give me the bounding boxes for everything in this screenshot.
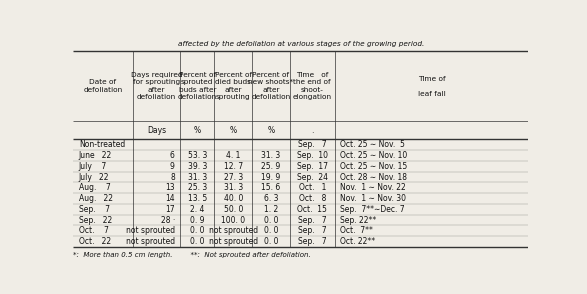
Text: Sep.   22: Sep. 22 (79, 216, 112, 225)
Text: not sprouted: not sprouted (126, 226, 175, 235)
Text: .: . (311, 126, 313, 135)
Text: not sprouted: not sprouted (209, 226, 258, 235)
Text: 15. 6: 15. 6 (261, 183, 281, 192)
Text: 31. 3: 31. 3 (224, 183, 243, 192)
Text: 100. 0: 100. 0 (221, 216, 245, 225)
Text: Sep.  24: Sep. 24 (296, 173, 328, 182)
Text: 9: 9 (170, 162, 175, 171)
Text: Sep.  17: Sep. 17 (296, 162, 328, 171)
Text: 28 ·: 28 · (161, 216, 175, 225)
Text: July    7: July 7 (79, 162, 107, 171)
Text: 0. 9: 0. 9 (190, 216, 205, 225)
Text: %: % (268, 126, 275, 135)
Text: 0. 0: 0. 0 (190, 226, 205, 235)
Text: Oct. 25 ∼ Nov.  5: Oct. 25 ∼ Nov. 5 (340, 140, 405, 149)
Text: Nov.  1 ∼ Nov. 22: Nov. 1 ∼ Nov. 22 (340, 183, 406, 192)
Text: Percent of
sprouted
buds after
defoliation: Percent of sprouted buds after defoliati… (178, 72, 217, 101)
Text: 31. 3: 31. 3 (261, 151, 281, 160)
Text: Days: Days (147, 126, 166, 135)
Text: 0. 0: 0. 0 (264, 226, 278, 235)
Text: Sep. 22**: Sep. 22** (340, 216, 376, 225)
Text: 39. 3: 39. 3 (188, 162, 207, 171)
Text: Sep.   7: Sep. 7 (298, 140, 326, 149)
Text: Sep.    7: Sep. 7 (79, 205, 110, 214)
Text: %: % (230, 126, 237, 135)
Text: Oct.  15: Oct. 15 (297, 205, 327, 214)
Text: 40. 0: 40. 0 (224, 194, 243, 203)
Text: 0. 0: 0. 0 (264, 216, 278, 225)
Text: 17: 17 (165, 205, 175, 214)
Text: 6. 3: 6. 3 (264, 194, 278, 203)
Text: 25. 9: 25. 9 (261, 162, 281, 171)
Text: 25. 3: 25. 3 (188, 183, 207, 192)
Text: affected by the defoliation at various stages of the growing period.: affected by the defoliation at various s… (178, 41, 424, 47)
Text: 2. 4: 2. 4 (190, 205, 204, 214)
Text: Time   of
the end of
shoot-
elongation: Time of the end of shoot- elongation (293, 72, 332, 101)
Text: Aug.    7: Aug. 7 (79, 183, 110, 192)
Text: Oct. 22**: Oct. 22** (340, 237, 375, 246)
Text: Sep.  10: Sep. 10 (296, 151, 328, 160)
Text: 50. 0: 50. 0 (224, 205, 243, 214)
Text: 4. 1: 4. 1 (226, 151, 241, 160)
Text: 19. 9: 19. 9 (261, 173, 281, 182)
Text: 13. 5: 13. 5 (188, 194, 207, 203)
Text: Non-treated: Non-treated (79, 140, 125, 149)
Text: 13: 13 (165, 183, 175, 192)
Text: %: % (194, 126, 201, 135)
Text: 1. 2: 1. 2 (264, 205, 278, 214)
Text: 12. 7: 12. 7 (224, 162, 243, 171)
Text: Oct.    7: Oct. 7 (79, 226, 109, 235)
Text: Days required
for sprouting
after
defoliation: Days required for sprouting after defoli… (131, 72, 182, 101)
Text: 8: 8 (170, 173, 175, 182)
Text: Oct. 25 ∼ Nov. 10: Oct. 25 ∼ Nov. 10 (340, 151, 407, 160)
Text: Oct.   8: Oct. 8 (299, 194, 326, 203)
Text: not sprouted: not sprouted (126, 237, 175, 246)
Text: Nov.  1 ∼ Nov. 30: Nov. 1 ∼ Nov. 30 (340, 194, 406, 203)
Text: Percent of
new shoots*
after
defoliation: Percent of new shoots* after defoliation (248, 72, 294, 101)
Text: Oct.  7**: Oct. 7** (340, 226, 373, 235)
Text: 53. 3: 53. 3 (188, 151, 207, 160)
Text: 27. 3: 27. 3 (224, 173, 243, 182)
Text: Sep.   7: Sep. 7 (298, 237, 326, 246)
Text: 0. 0: 0. 0 (190, 237, 205, 246)
Text: *:  More than 0.5 cm length.        **:  Not sprouted after defoliation.: *: More than 0.5 cm length. **: Not spro… (73, 252, 311, 258)
Text: not sprouted: not sprouted (209, 237, 258, 246)
Text: Aug.   22: Aug. 22 (79, 194, 113, 203)
Text: Oct.   22: Oct. 22 (79, 237, 111, 246)
Text: June   22: June 22 (79, 151, 112, 160)
Text: 14: 14 (165, 194, 175, 203)
Text: Oct. 28 ∼ Nov. 18: Oct. 28 ∼ Nov. 18 (340, 173, 407, 182)
Text: Sep.   7: Sep. 7 (298, 216, 326, 225)
Text: Sep.   7: Sep. 7 (298, 226, 326, 235)
Text: 6: 6 (170, 151, 175, 160)
Text: 0. 0: 0. 0 (264, 237, 278, 246)
Text: 31. 3: 31. 3 (188, 173, 207, 182)
Text: Time of

leaf fall: Time of leaf fall (417, 76, 446, 97)
Text: Oct.   1: Oct. 1 (299, 183, 326, 192)
Text: July   22: July 22 (79, 173, 109, 182)
Text: Sep.  7**∼Dec. 7: Sep. 7**∼Dec. 7 (340, 205, 404, 214)
Text: Oct. 25 ∼ Nov. 15: Oct. 25 ∼ Nov. 15 (340, 162, 407, 171)
Text: Percent of
died buds
after
sprouting: Percent of died buds after sprouting (215, 72, 252, 101)
Text: Date of
defoliation: Date of defoliation (83, 79, 123, 93)
